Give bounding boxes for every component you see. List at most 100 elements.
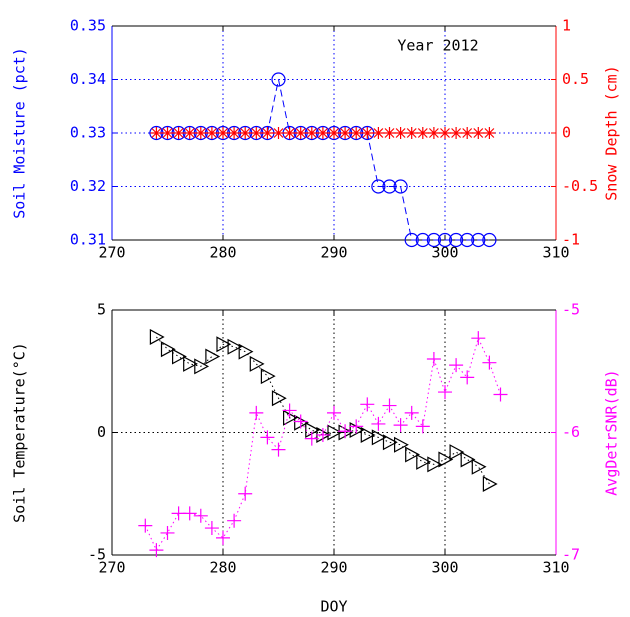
data-point — [216, 530, 230, 545]
data-point — [305, 127, 318, 139]
y2-axis-label: Snow Depth (cm) — [603, 65, 621, 200]
data-point — [461, 127, 474, 139]
y-tick-label: -5 — [88, 546, 106, 564]
data-point — [194, 358, 210, 375]
data-point — [471, 458, 487, 475]
data-point — [382, 398, 397, 413]
data-point — [250, 127, 263, 139]
data-point — [138, 518, 153, 533]
data-point — [227, 513, 242, 528]
data-point — [338, 424, 353, 439]
data-point — [183, 127, 196, 139]
annotation: Year 2012 — [397, 37, 478, 55]
y2-tick-label: -6 — [562, 423, 580, 441]
data-point — [426, 352, 441, 366]
series-line — [144, 336, 501, 552]
x-tick-label: 290 — [320, 559, 347, 577]
data-point — [372, 127, 385, 139]
data-point — [350, 127, 363, 139]
data-point — [482, 232, 497, 248]
data-point — [416, 127, 429, 139]
data-point — [394, 436, 409, 453]
data-point — [460, 232, 475, 248]
x-axis-label: DOY — [320, 598, 347, 616]
data-point — [482, 475, 498, 492]
data-point — [249, 355, 265, 372]
x-tick-label: 310 — [542, 559, 569, 577]
data-point — [449, 358, 464, 373]
x-tick-label: 270 — [98, 244, 125, 262]
data-point — [282, 403, 297, 418]
series-line — [156, 336, 490, 485]
data-point — [471, 232, 486, 248]
x-tick-label: 270 — [98, 559, 125, 577]
y2-tick-label: 0.5 — [562, 70, 589, 88]
data-point — [193, 508, 208, 523]
data-point — [483, 127, 496, 139]
data-point — [371, 416, 386, 431]
data-point — [437, 232, 453, 248]
data-point — [271, 72, 286, 87]
data-point — [471, 331, 486, 346]
data-point — [205, 127, 218, 139]
data-point — [315, 427, 330, 442]
y-tick-label: 0 — [97, 423, 106, 441]
data-point — [393, 179, 408, 194]
data-point — [316, 127, 329, 139]
y-tick-label: 0.32 — [70, 177, 106, 195]
data-point — [383, 127, 396, 139]
x-tick-label: 300 — [431, 559, 458, 577]
y2-tick-label: -0.5 — [562, 177, 598, 195]
data-point — [283, 127, 296, 139]
data-point — [439, 127, 451, 139]
data-point — [449, 444, 465, 461]
data-point — [172, 127, 185, 139]
data-point — [339, 127, 352, 139]
y2-tick-label: 1 — [562, 17, 571, 35]
data-point — [438, 451, 454, 468]
data-point — [404, 405, 419, 420]
data-point — [427, 456, 443, 473]
data-point — [238, 486, 253, 501]
data-point — [427, 127, 440, 139]
x-tick-label: 280 — [209, 244, 236, 262]
data-point — [261, 127, 274, 139]
data-point — [149, 543, 164, 558]
data-point — [393, 418, 408, 433]
data-point — [460, 451, 476, 468]
data-point — [382, 434, 398, 451]
data-point — [271, 442, 286, 457]
data-point — [182, 506, 197, 521]
y2-tick-label: -1 — [562, 231, 580, 249]
x-tick-label: 290 — [320, 244, 347, 262]
data-point — [160, 341, 176, 358]
x-tick-label: 300 — [431, 244, 458, 262]
data-point — [472, 127, 485, 139]
data-point — [371, 429, 387, 446]
data-point — [438, 385, 452, 400]
y-tick-label: 5 — [97, 301, 106, 319]
data-point — [204, 521, 219, 536]
data-point — [260, 430, 275, 445]
data-point — [149, 328, 165, 345]
data-point — [293, 414, 308, 429]
data-point — [238, 343, 254, 360]
data-point — [239, 127, 252, 139]
data-point — [150, 127, 163, 139]
y-tick-label: 0.31 — [70, 231, 106, 249]
data-point — [493, 387, 508, 402]
data-point — [460, 370, 475, 385]
y2-tick-label: 0 — [562, 124, 571, 142]
data-point — [260, 368, 276, 385]
data-point — [415, 232, 430, 248]
data-point — [361, 127, 374, 139]
data-point — [271, 390, 287, 407]
data-point — [194, 127, 207, 139]
y2-axis-label: AvgDetrSNR(dB) — [603, 369, 621, 495]
data-point — [394, 127, 407, 139]
data-point — [205, 348, 221, 365]
x-tick-label: 310 — [542, 244, 569, 262]
y-tick-label: 0.33 — [70, 124, 106, 142]
data-point — [183, 355, 198, 372]
